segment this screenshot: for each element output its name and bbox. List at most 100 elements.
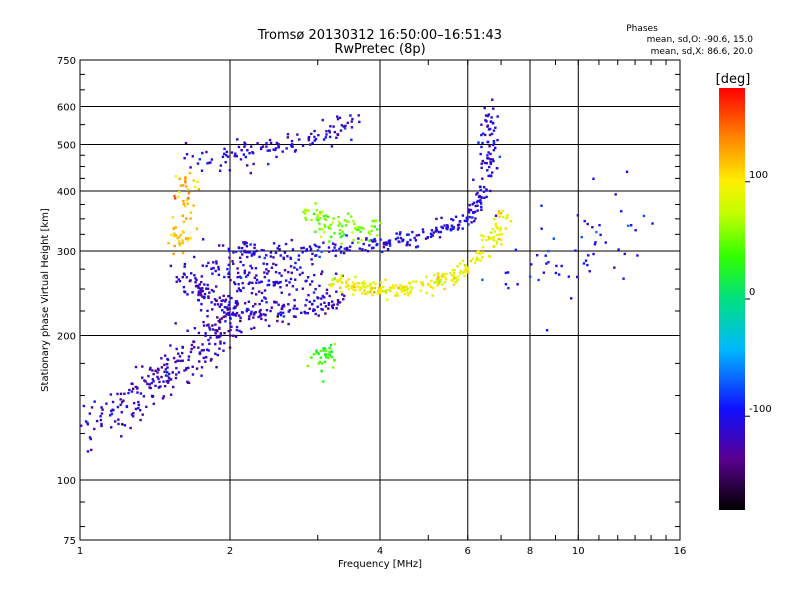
data-point — [169, 264, 173, 268]
data-point — [304, 304, 307, 307]
y-tick-label: 500 — [57, 141, 76, 152]
data-point — [198, 351, 202, 355]
data-point — [337, 220, 341, 223]
data-point — [95, 419, 99, 423]
data-point — [399, 284, 402, 287]
data-point — [152, 372, 155, 376]
data-point — [380, 250, 384, 254]
data-point — [328, 346, 331, 350]
data-point — [167, 241, 170, 245]
data-point — [481, 141, 484, 145]
data-point — [163, 384, 167, 388]
data-point — [362, 280, 366, 283]
data-point — [464, 270, 467, 274]
data-point — [154, 384, 157, 388]
data-point — [191, 373, 195, 376]
data-point — [490, 237, 494, 240]
data-point — [267, 270, 270, 273]
data-point — [343, 219, 347, 222]
data-point — [430, 229, 434, 232]
data-point — [266, 283, 269, 287]
x-tick-label: 4 — [377, 546, 383, 557]
data-point — [478, 252, 482, 256]
data-point — [394, 294, 397, 297]
data-point — [480, 234, 483, 237]
data-point — [409, 289, 413, 292]
data-point — [491, 122, 495, 125]
data-point — [280, 291, 283, 294]
data-point — [498, 215, 501, 218]
data-point — [200, 169, 204, 172]
data-point — [417, 233, 421, 237]
data-point — [263, 313, 266, 316]
data-point — [284, 242, 288, 246]
data-point — [186, 239, 189, 242]
data-point — [172, 252, 175, 256]
data-point — [429, 235, 433, 239]
data-point — [176, 237, 179, 240]
data-point — [186, 293, 189, 296]
data-point — [509, 219, 513, 223]
data-point — [218, 335, 221, 339]
data-point — [431, 286, 435, 290]
data-point — [388, 288, 391, 291]
data-point — [280, 307, 284, 311]
data-point — [252, 253, 256, 256]
data-point — [468, 215, 471, 219]
data-point — [131, 415, 135, 418]
data-point — [209, 161, 212, 164]
data-point — [485, 161, 488, 165]
data-point — [337, 224, 340, 227]
data-point — [201, 151, 204, 155]
data-point — [319, 349, 322, 353]
data-point — [218, 296, 222, 299]
data-point — [435, 229, 439, 232]
data-point — [228, 307, 231, 310]
data-point — [311, 141, 314, 145]
data-point — [414, 239, 418, 242]
data-point — [351, 241, 354, 245]
data-point — [454, 280, 457, 284]
data-point — [240, 253, 244, 256]
data-point — [342, 233, 346, 236]
data-point — [207, 161, 211, 165]
data-point — [336, 133, 339, 136]
data-point — [481, 159, 484, 163]
data-point — [351, 117, 354, 121]
data-point — [316, 249, 320, 252]
data-point — [490, 132, 494, 136]
data-point — [342, 298, 345, 301]
data-point — [182, 220, 186, 223]
data-point — [195, 278, 198, 282]
data-point — [443, 287, 446, 291]
data-point — [259, 146, 263, 149]
data-point — [341, 230, 344, 233]
data-point — [162, 395, 166, 398]
data-point — [246, 149, 249, 152]
data-point — [458, 272, 462, 275]
data-point — [214, 329, 217, 332]
data-point — [452, 274, 456, 278]
data-point — [332, 217, 335, 220]
data-point — [148, 386, 151, 389]
data-point — [233, 154, 236, 158]
data-point — [205, 348, 209, 351]
data-point — [121, 423, 124, 426]
data-point — [272, 148, 275, 151]
data-points — [79, 98, 654, 453]
data-point — [224, 315, 227, 318]
data-point — [177, 352, 180, 355]
data-point — [456, 223, 460, 227]
data-point — [309, 356, 313, 359]
data-point — [340, 276, 343, 279]
data-point — [329, 344, 333, 347]
data-point — [411, 230, 414, 234]
data-point — [202, 356, 206, 360]
data-point — [500, 243, 503, 246]
data-point — [326, 353, 329, 356]
data-point — [651, 222, 654, 225]
data-point — [251, 281, 254, 285]
data-point — [586, 263, 589, 267]
data-point — [322, 349, 325, 352]
data-point — [298, 273, 302, 276]
